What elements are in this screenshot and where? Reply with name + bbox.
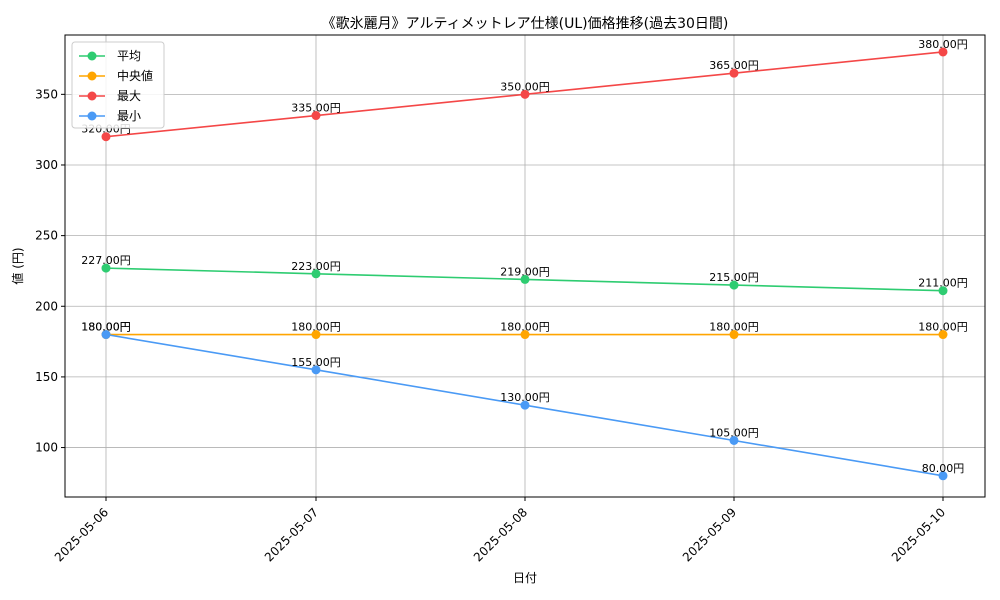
data-label: 350.00円 xyxy=(500,80,550,93)
y-axis-label: 値 (円) xyxy=(10,247,25,284)
data-point xyxy=(938,47,948,57)
data-point xyxy=(729,330,739,340)
data-point xyxy=(311,365,321,375)
data-label: 130.00円 xyxy=(500,391,550,404)
data-point xyxy=(938,330,948,340)
data-point xyxy=(729,280,739,290)
legend-box xyxy=(71,41,165,129)
data-label: 180.00円 xyxy=(709,321,759,334)
legend-label: 最小 xyxy=(117,109,141,123)
x-tick-label: 2025-05-07 xyxy=(262,505,321,564)
data-point xyxy=(729,435,739,445)
data-label: 365.00円 xyxy=(709,59,759,72)
data-label: 105.00円 xyxy=(709,426,759,439)
legend-marker xyxy=(87,91,97,101)
data-label: 180.00円 xyxy=(81,321,131,334)
data-point xyxy=(938,286,948,296)
data-label: 155.00円 xyxy=(291,356,341,369)
data-label: 80.00円 xyxy=(922,462,965,475)
x-tick-label: 2025-05-08 xyxy=(471,505,530,564)
data-point xyxy=(311,269,321,279)
legend-marker xyxy=(87,71,97,81)
data-label: 223.00円 xyxy=(291,260,341,273)
data-label: 211.00円 xyxy=(918,277,968,290)
y-tick-label: 300 xyxy=(35,158,58,172)
data-label: 380.00円 xyxy=(918,38,968,51)
legend-marker xyxy=(87,51,97,61)
data-point xyxy=(101,263,111,273)
data-label: 180.00円 xyxy=(81,321,131,334)
legend-marker xyxy=(87,111,97,121)
y-tick-label: 100 xyxy=(35,441,58,455)
data-point xyxy=(101,132,111,142)
y-tick-label: 150 xyxy=(35,370,58,384)
data-point xyxy=(520,400,530,410)
data-point xyxy=(938,471,948,481)
data-label: 180.00円 xyxy=(918,321,968,334)
x-axis-label: 日付 xyxy=(513,571,537,585)
data-point xyxy=(311,111,321,121)
data-point xyxy=(729,68,739,78)
data-label: 180.00円 xyxy=(500,321,550,334)
data-label: 335.00円 xyxy=(291,102,341,115)
y-tick-label: 250 xyxy=(35,229,58,243)
data-point xyxy=(311,330,321,340)
series-points xyxy=(101,47,948,481)
legend-label: 中央値 xyxy=(117,68,153,83)
y-tick-label: 200 xyxy=(35,299,58,313)
chart-title: 《歌氷麗月》アルティメットレア仕様(UL)価格推移(過去30日間) xyxy=(322,16,729,32)
data-point xyxy=(520,89,530,99)
x-tick-label: 2025-05-10 xyxy=(889,505,948,564)
data-label: 227.00円 xyxy=(81,254,131,267)
data-point xyxy=(520,274,530,284)
data-labels: 227.00円 223.00円 219.00円 215.00円 211.00円 180.0… xyxy=(81,38,968,475)
series-lines xyxy=(105,51,944,477)
legend-label: 最大 xyxy=(117,89,141,103)
y-tick-label: 350 xyxy=(35,87,58,101)
x-tick-label: 2025-05-09 xyxy=(680,505,739,564)
x-axis-ticks: 2025-05-06 2025-05-07 2025-05-08 2025-05-09… xyxy=(52,497,948,564)
data-point xyxy=(520,330,530,340)
legend-label: 平均 xyxy=(117,49,141,63)
data-label: 180.00円 xyxy=(291,321,341,334)
data-label: 219.00円 xyxy=(500,265,550,278)
data-label: 215.00円 xyxy=(709,271,759,284)
y-axis-ticks: 100 150 200 250 300 350 xyxy=(35,87,65,455)
data-point xyxy=(101,330,111,340)
x-tick-label: 2025-05-06 xyxy=(52,505,111,564)
